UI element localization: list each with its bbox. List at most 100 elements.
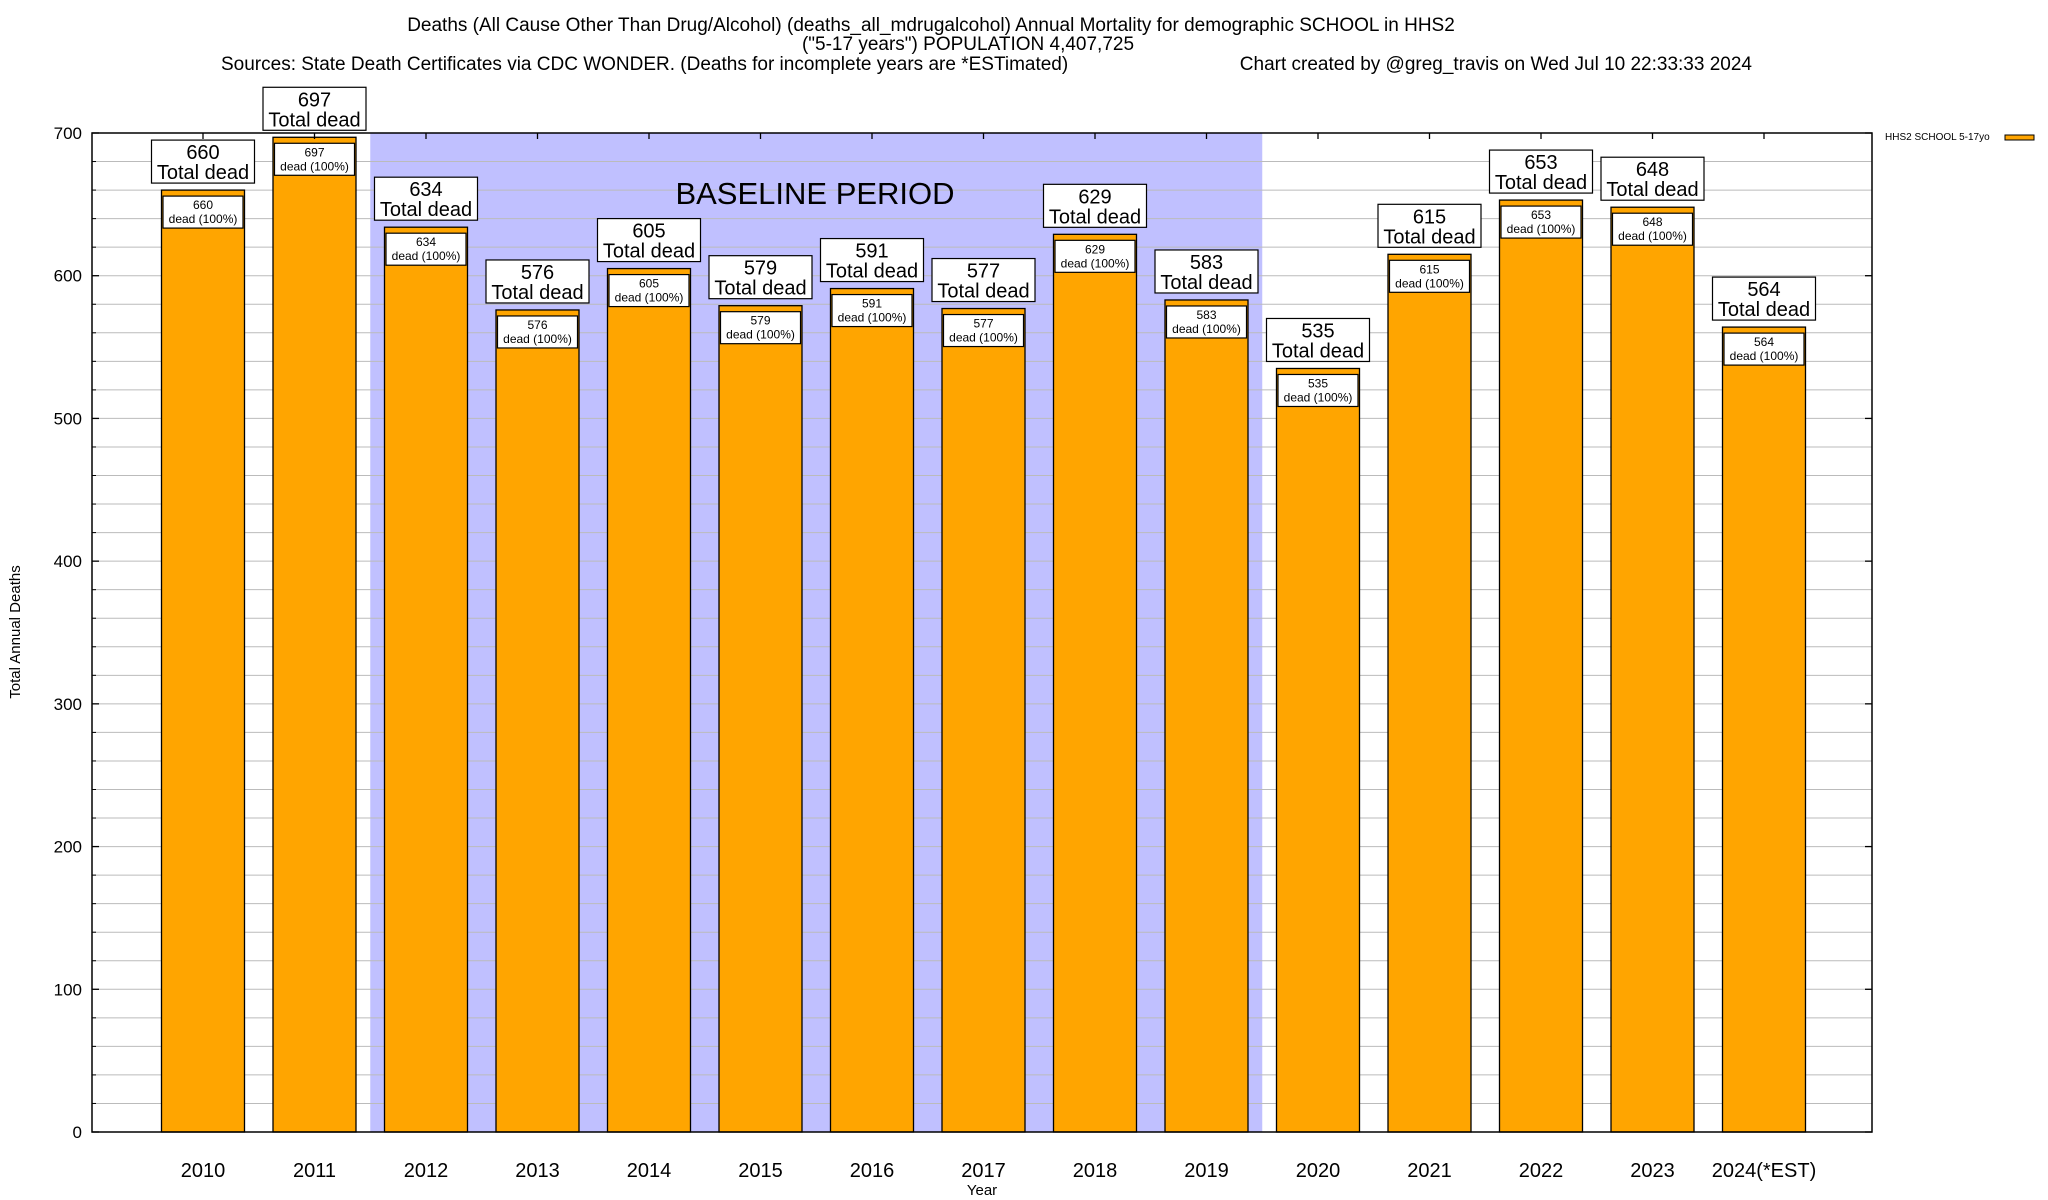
- segment-label-value: 648: [1642, 215, 1662, 229]
- segment-label-value: 591: [862, 297, 882, 311]
- segment-label-suffix: dead (100%): [280, 159, 349, 173]
- total-label-value: 648: [1636, 159, 1669, 181]
- segment-label-value: 576: [527, 318, 547, 332]
- total-label-suffix: Total dead: [937, 281, 1029, 303]
- segment-label-value: 535: [1308, 376, 1328, 390]
- segment-label-value: 653: [1531, 208, 1551, 222]
- x-tick-label: 2017: [961, 1160, 1006, 1182]
- segment-label-box: [942, 313, 1025, 348]
- x-tick-label: 2022: [1519, 1160, 1564, 1182]
- x-axis-label: Year: [967, 1182, 997, 1199]
- bar-2023: [1610, 206, 1695, 1133]
- segment-label-box: [496, 315, 579, 349]
- total-label-suffix: Total dead: [1160, 272, 1252, 294]
- total-label-box: [1711, 276, 1817, 321]
- bar-2014: [606, 267, 692, 1133]
- bar-2019: [1164, 299, 1249, 1133]
- total-label-value: 605: [632, 221, 665, 243]
- segment-label-suffix: dead (100%): [1618, 229, 1687, 243]
- x-tick-label: 2012: [404, 1160, 449, 1182]
- segment-label-suffix: dead (100%): [392, 249, 461, 263]
- total-label-suffix: Total dead: [826, 261, 918, 283]
- total-label-box: [819, 237, 925, 283]
- segment-label-suffix: dead (100%): [838, 311, 907, 325]
- segment-label-box: [1054, 239, 1136, 273]
- total-label-box: [596, 217, 702, 263]
- y-tick-label: 700: [54, 124, 82, 143]
- bar-2021: [1387, 253, 1472, 1133]
- chart-sources: Sources: State Death Certificates via CD…: [221, 54, 1068, 75]
- total-label-value: 535: [1301, 320, 1334, 342]
- total-label-value: 634: [409, 179, 442, 201]
- legend: HHS2 SCHOOL 5-17yo: [1885, 132, 2035, 143]
- total-label-suffix: Total dead: [380, 199, 472, 221]
- total-label-suffix: Total dead: [1049, 206, 1141, 228]
- total-label-suffix: Total dead: [1606, 179, 1698, 201]
- segment-label-box: [1723, 332, 1805, 366]
- x-tick-label: 2016: [850, 1160, 895, 1182]
- y-tick-label: 600: [54, 267, 82, 286]
- total-label-value: 579: [744, 258, 777, 280]
- total-label-value: 576: [521, 262, 554, 284]
- segment-label-suffix: dead (100%): [169, 212, 238, 226]
- bar-2015: [718, 305, 803, 1133]
- x-tick-label: 2018: [1073, 1160, 1118, 1182]
- chart-title: Deaths (All Cause Other Than Drug/Alcoho…: [221, 15, 1752, 75]
- y-tick-label: 0: [73, 1123, 82, 1142]
- total-label-value: 615: [1413, 206, 1446, 228]
- x-tick-label: 2010: [181, 1160, 226, 1182]
- total-label-box: [1488, 149, 1594, 194]
- segment-label-suffix: dead (100%): [1284, 390, 1353, 404]
- bar-2024(*EST): [1721, 326, 1807, 1133]
- segment-label-box: [162, 195, 244, 229]
- segment-label-box: [1500, 205, 1582, 239]
- segment-label-value: 634: [416, 235, 436, 249]
- legend-swatch: [2004, 134, 2035, 141]
- total-label-suffix: Total dead: [491, 282, 583, 304]
- x-tick-label: 2013: [515, 1160, 560, 1182]
- segment-label-value: 660: [193, 198, 213, 212]
- bar-2022: [1498, 199, 1584, 1133]
- segment-label-value: 615: [1419, 262, 1439, 276]
- legend-label: HHS2 SCHOOL 5-17yo: [1885, 132, 1990, 143]
- segment-label-box: [608, 273, 690, 308]
- y-tick-label: 200: [54, 838, 82, 857]
- bar-2018: [1052, 233, 1138, 1133]
- x-tick-label: 2011: [293, 1160, 336, 1182]
- y-axis-label: Total Annual Deaths: [7, 565, 24, 698]
- total-label-box: [485, 259, 590, 304]
- bar-2011: [272, 136, 357, 1133]
- segment-label-box: [719, 311, 802, 345]
- segment-label-box: [1165, 305, 1248, 339]
- segment-label-value: 605: [639, 277, 659, 291]
- segment-label-value: 583: [1196, 308, 1216, 322]
- total-label-value: 564: [1747, 279, 1780, 301]
- total-label-suffix: Total dead: [157, 162, 249, 184]
- segment-label-value: 629: [1085, 242, 1105, 256]
- total-label-box: [262, 86, 367, 131]
- total-label-suffix: Total dead: [603, 241, 695, 263]
- total-label-suffix: Total dead: [1495, 172, 1587, 194]
- total-label-value: 577: [967, 261, 1000, 283]
- segment-label-value: 577: [973, 317, 993, 331]
- segment-label-box: [1277, 373, 1359, 408]
